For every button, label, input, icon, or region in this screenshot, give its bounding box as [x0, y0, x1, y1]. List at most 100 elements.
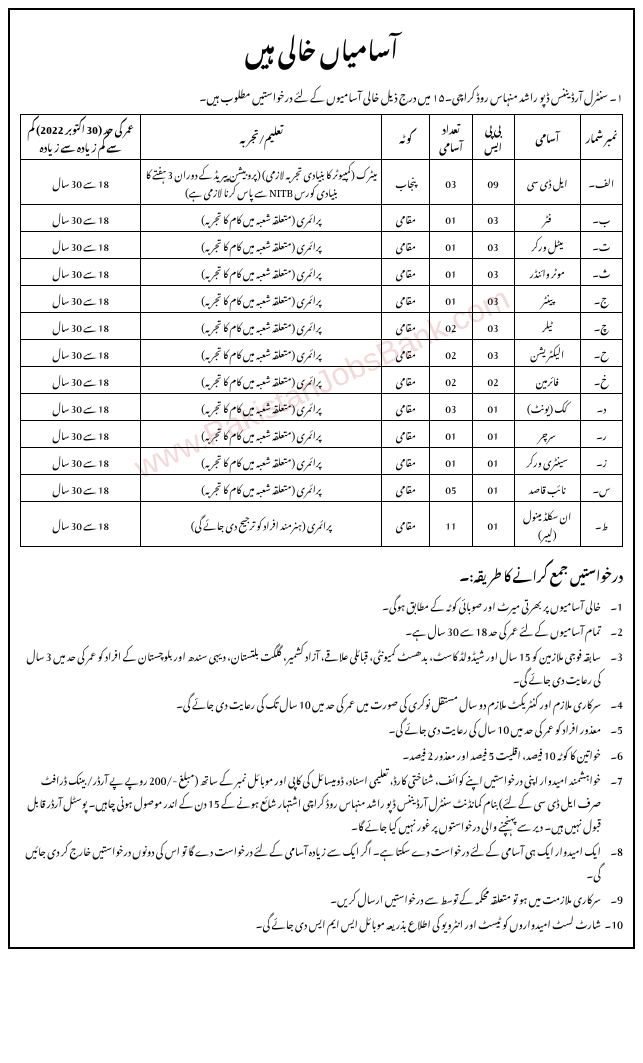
cell-bps: 09: [472, 160, 514, 205]
cell-bps: 01: [472, 421, 514, 448]
cell-vac: 01: [430, 232, 472, 259]
cell-post: پینٹر: [514, 286, 580, 313]
table-row: ث۔موٹر وائنڈر0301مقامیپرائمری (متعلقہ شع…: [21, 259, 623, 286]
cell-sr: س۔: [580, 475, 622, 502]
note-item: خواہشمند امیدوار اپنی درخواستیں اپنے کوا…: [20, 768, 623, 837]
cell-age: 18 سے 30 سال: [21, 313, 141, 340]
cell-age: 18 سے 30 سال: [21, 232, 141, 259]
table-row: ح۔الیکٹریشن0302مقامیپرائمری (متعلقہ شعبہ…: [21, 340, 623, 367]
table-row: ز۔سینٹری ورکر0101مقامیپرائمری (متعلقہ شع…: [21, 448, 623, 475]
cell-edu: پرائمری (متعلقہ شعبہ میں کام کا تجربہ): [141, 313, 382, 340]
note-item: ایک امیدوار ایک ہی آسامی کے لئے درخواست …: [20, 839, 623, 885]
cell-post: فٹر: [514, 205, 580, 232]
table-row: خ۔فائرمین0202مقامیپرائمری (متعلقہ شعبہ م…: [21, 367, 623, 394]
cell-edu: پرائمری (متعلقہ شعبہ میں کام کا تجربہ): [141, 448, 382, 475]
notes-list: خالی آسامیوں پر بھرتی میرٹ اور صوبائی کو…: [20, 594, 623, 935]
cell-bps: 01: [472, 394, 514, 421]
cell-vac: 02: [430, 340, 472, 367]
cell-post: الیکٹریشن: [514, 340, 580, 367]
table-row: س۔نائب قاصد0105مقامیپرائمری (متعلقہ شعبہ…: [21, 475, 623, 502]
header-education: تعلیم/تجربہ: [141, 115, 382, 160]
note-item: خواتین کا کوٹہ 10 فیصد، اقلیت 5 فیصد اور…: [20, 743, 623, 766]
cell-quota: مقامی: [382, 394, 430, 421]
cell-age: 18 سے 30 سال: [21, 205, 141, 232]
cell-age: 18 سے 30 سال: [21, 340, 141, 367]
cell-vac: 02: [430, 313, 472, 340]
cell-vac: 03: [430, 394, 472, 421]
cell-sr: ج۔: [580, 286, 622, 313]
table-row: د۔کک (یونٹ)0103مقامیپرائمری (متعلقہ شعبہ…: [21, 394, 623, 421]
cell-bps: 03: [472, 259, 514, 286]
cell-age: 18 سے 30 سال: [21, 160, 141, 205]
table-header-row: نمبر شمار آسامی بی پی ایس تعداد آسامی کو…: [21, 115, 623, 160]
page-title: آسامیاں خالی ہیں: [20, 16, 623, 78]
cell-quota: مقامی: [382, 313, 430, 340]
note-item: شارٹ لسٹ امیدواروں کو ٹیسٹ اور انٹرویو ک…: [20, 912, 623, 935]
table-row: ت۔میٹل ورکر0301مقامیپرائمری (متعلقہ شعبہ…: [21, 232, 623, 259]
cell-quota: مقامی: [382, 502, 430, 547]
cell-vac: 03: [430, 160, 472, 205]
cell-bps: 01: [472, 475, 514, 502]
vacancies-table: نمبر شمار آسامی بی پی ایس تعداد آسامی کو…: [20, 114, 623, 547]
cell-age: 18 سے 30 سال: [21, 394, 141, 421]
cell-age: 18 سے 30 سال: [21, 367, 141, 394]
cell-bps: 03: [472, 205, 514, 232]
cell-bps: 01: [472, 448, 514, 475]
header-age: عمر کی حد (30 اکتوبر 2022) کم سے کم زیاد…: [21, 115, 141, 160]
cell-bps: 03: [472, 232, 514, 259]
cell-sr: ت۔: [580, 232, 622, 259]
header-bps: بی پی ایس: [472, 115, 514, 160]
cell-sr: د۔: [580, 394, 622, 421]
cell-edu: پرائمری (متعلقہ شعبہ میں کام کا تجربہ): [141, 367, 382, 394]
cell-age: 18 سے 30 سال: [21, 259, 141, 286]
cell-age: 18 سے 30 سال: [21, 475, 141, 502]
cell-vac: 01: [430, 448, 472, 475]
cell-sr: الف۔: [580, 160, 622, 205]
cell-bps: 01: [472, 502, 514, 547]
cell-quota: پنجاب: [382, 160, 430, 205]
cell-age: 18 سے 30 سال: [21, 421, 141, 448]
table-row: چ۔ٹیلر0302مقامیپرائمری (متعلقہ شعبہ میں …: [21, 313, 623, 340]
cell-bps: 03: [472, 340, 514, 367]
cell-post: میٹل ورکر: [514, 232, 580, 259]
cell-sr: ح۔: [580, 340, 622, 367]
table-row: ب۔فٹر0301مقامیپرائمری (متعلقہ شعبہ میں ک…: [21, 205, 623, 232]
cell-vac: 01: [430, 205, 472, 232]
table-row: ط۔ان سکلڈ مینول (لیبر)0111مقامیپرائمری (…: [21, 502, 623, 547]
cell-post: فائرمین: [514, 367, 580, 394]
note-item: سرکاری ملازم اور کنٹریکٹ ملازم دو سال مس…: [20, 692, 623, 715]
table-row: ج۔پینٹر0301مقامیپرائمری (متعلقہ شعبہ میں…: [21, 286, 623, 313]
cell-bps: 02: [472, 367, 514, 394]
intro-prefix: ۱۔: [609, 81, 623, 109]
cell-vac: 02: [430, 367, 472, 394]
cell-sr: ب۔: [580, 205, 622, 232]
cell-post: ان سکلڈ مینول (لیبر): [514, 502, 580, 547]
cell-post: ایل ڈی سی: [514, 160, 580, 205]
cell-edu: پرائمری (متعلقہ شعبہ میں کام کا تجربہ): [141, 421, 382, 448]
cell-sr: خ۔: [580, 367, 622, 394]
note-item: معذور افراد کو عمر کی حد میں 10 سال کی ر…: [20, 717, 623, 740]
cell-edu: پرائمری (متعلقہ شعبہ میں کام کا تجربہ): [141, 205, 382, 232]
header-vacancies: تعداد آسامی: [430, 115, 472, 160]
cell-quota: مقامی: [382, 340, 430, 367]
cell-edu: پرائمری (متعلقہ شعبہ میں کام کا تجربہ): [141, 259, 382, 286]
cell-post: موٹر وائنڈر: [514, 259, 580, 286]
notes-section: خالی آسامیوں پر بھرتی میرٹ اور صوبائی کو…: [20, 594, 623, 935]
cell-sr: ث۔: [580, 259, 622, 286]
document-container: آسامیاں خالی ہیں ۱۔ سنٹرل آرڈیننس ڈپو را…: [8, 8, 635, 949]
cell-bps: 03: [472, 286, 514, 313]
cell-vac: 05: [430, 475, 472, 502]
cell-post: ٹیلر: [514, 313, 580, 340]
header-post: آسامی: [514, 115, 580, 160]
cell-post: کک (یونٹ): [514, 394, 580, 421]
cell-quota: مقامی: [382, 205, 430, 232]
cell-sr: ر۔: [580, 421, 622, 448]
cell-age: 18 سے 30 سال: [21, 286, 141, 313]
cell-post: نائب قاصد: [514, 475, 580, 502]
cell-edu: پرائمری (متعلقہ شعبہ میں کام کا تجربہ): [141, 232, 382, 259]
header-quota: کوٹہ: [382, 115, 430, 160]
cell-quota: مقامی: [382, 367, 430, 394]
cell-quota: مقامی: [382, 286, 430, 313]
cell-sr: چ۔: [580, 313, 622, 340]
cell-quota: مقامی: [382, 232, 430, 259]
